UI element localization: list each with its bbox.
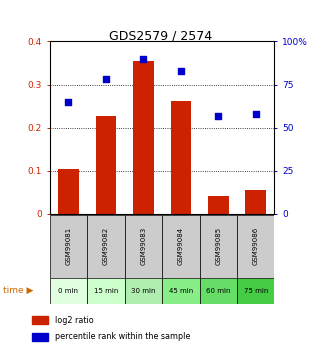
Bar (125, 278, 162, 304)
Point (253, 111, 258, 117)
Bar (170, 101, 191, 214)
Text: 30 min: 30 min (131, 288, 156, 294)
Bar (162, 215, 200, 278)
Text: 0 min: 0 min (58, 288, 78, 294)
Text: GSM99085: GSM99085 (215, 227, 221, 265)
Text: 45 min: 45 min (169, 288, 193, 294)
Bar (246, 190, 266, 214)
Text: percentile rank within the sample: percentile rank within the sample (55, 332, 190, 341)
Bar (237, 278, 274, 304)
Point (141, 56, 146, 61)
Bar (200, 215, 237, 278)
Text: GSM99086: GSM99086 (253, 227, 259, 265)
Bar (50, 215, 87, 278)
Bar (200, 278, 237, 304)
Text: 15 min: 15 min (94, 288, 118, 294)
Text: 60 min: 60 min (206, 288, 230, 294)
Text: GDS2579 / 2574: GDS2579 / 2574 (109, 29, 212, 42)
Bar (237, 215, 274, 278)
Point (103, 77, 108, 82)
Text: log2 ratio: log2 ratio (55, 316, 93, 325)
Bar (133, 61, 154, 214)
Point (66, 99, 71, 105)
Text: time ▶: time ▶ (3, 286, 34, 295)
Bar (87, 215, 125, 278)
Text: GSM99084: GSM99084 (178, 227, 184, 265)
Bar (96, 116, 116, 214)
Bar (58, 169, 79, 214)
Bar (50, 278, 87, 304)
Point (178, 68, 183, 73)
Text: 75 min: 75 min (244, 288, 268, 294)
Bar (125, 215, 162, 278)
Bar (87, 278, 125, 304)
Point (216, 113, 221, 118)
Bar (32, 316, 48, 324)
Bar (208, 196, 229, 214)
Bar (32, 333, 48, 341)
Bar (162, 278, 200, 304)
Text: GSM99083: GSM99083 (140, 227, 146, 265)
Text: GSM99082: GSM99082 (103, 227, 109, 265)
Text: GSM99081: GSM99081 (65, 227, 72, 265)
